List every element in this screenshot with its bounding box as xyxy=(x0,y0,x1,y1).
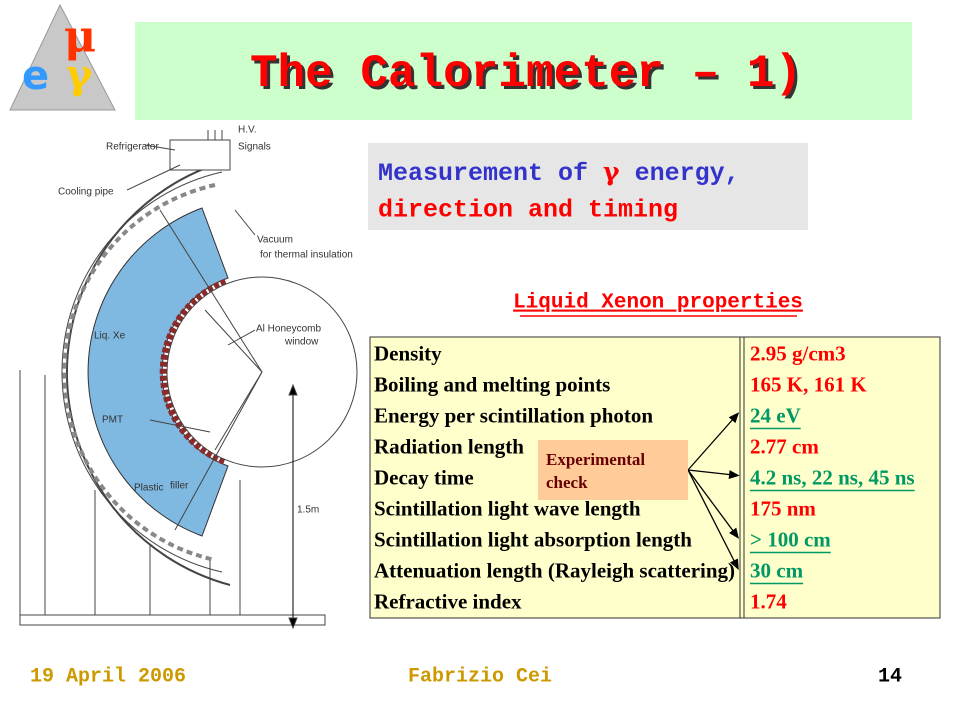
title: The Calorimeter – 1) xyxy=(250,48,802,100)
leader xyxy=(149,419,211,433)
value-cell: > 100 cm xyxy=(750,527,831,551)
footer-page: 14 xyxy=(878,665,902,688)
subtitle-line1: Measurement of γ energy, xyxy=(378,157,740,188)
label-filler: filler xyxy=(170,481,189,492)
leader xyxy=(234,209,256,236)
value-cell: 4.2 ns, 22 ns, 45 ns xyxy=(750,465,915,489)
label-thermal: for thermal insulation xyxy=(260,250,353,261)
callout-line2: check xyxy=(546,473,588,492)
property-cell: Density xyxy=(374,341,442,365)
value-cell: 2.77 cm xyxy=(750,434,819,458)
value-cell: 30 cm xyxy=(750,558,804,582)
guide xyxy=(159,209,263,373)
logo-gamma: γ xyxy=(66,51,93,98)
property-cell: Scintillation light absorption length xyxy=(374,527,692,551)
arrow-line xyxy=(687,469,739,569)
label-refrigerator: Refrigerator xyxy=(106,142,159,153)
callout-box xyxy=(538,440,688,500)
property-cell: Scintillation light wave length xyxy=(374,496,641,520)
pmt-layer xyxy=(159,278,228,466)
title-box xyxy=(135,22,912,120)
insulation xyxy=(62,183,216,562)
arrow-head xyxy=(729,527,739,539)
cryostat-inner xyxy=(61,171,223,573)
label-honeycomb: Al Honeycomb xyxy=(256,324,321,335)
table-title: Liquid Xenon properties xyxy=(513,292,803,315)
arrow-line xyxy=(687,469,739,538)
logo: μ e γ xyxy=(9,3,116,111)
logo-mu: μ xyxy=(64,12,96,63)
guide xyxy=(174,371,263,531)
arrow-head xyxy=(729,558,739,570)
property-cell: Energy per scintillation photon xyxy=(374,403,653,427)
arrow-head xyxy=(728,470,740,479)
value-cell: 24 eV xyxy=(750,403,801,427)
label-plastic: Plastic xyxy=(134,483,163,494)
arrow-line xyxy=(687,413,739,471)
footer-author: Fabrizio Cei xyxy=(408,665,552,688)
arrow-head xyxy=(728,412,740,424)
property-cell: Refractive index xyxy=(374,589,522,613)
logo-triangle xyxy=(9,3,116,111)
leader xyxy=(227,329,256,346)
label-cooling-pipe: Cooling pipe xyxy=(58,187,114,198)
property-cell: Attenuation length (Rayleigh scattering) xyxy=(374,558,735,582)
subtitle-part: Measurement of xyxy=(378,159,603,188)
footer-date: 19 April 2006 xyxy=(30,665,186,688)
label-window: window xyxy=(284,337,319,348)
subtitle-part: energy, xyxy=(620,159,740,188)
value-cell: 175 nm xyxy=(750,496,816,520)
title-shadow: The Calorimeter – 1) xyxy=(253,51,805,103)
subtitle-line2: direction and timing xyxy=(378,196,678,225)
label-vacuum: Vacuum xyxy=(257,235,293,246)
dimension-arrow xyxy=(288,617,298,630)
leader xyxy=(144,144,176,151)
label-hv: H.V. xyxy=(238,125,257,136)
subtitle-box xyxy=(368,143,808,230)
calorimeter-diagram xyxy=(19,130,358,630)
value-cell: 2.95 g/cm3 xyxy=(750,341,846,365)
value-cell: 1.74 xyxy=(750,589,787,613)
leader xyxy=(126,164,181,191)
property-cell: Decay time xyxy=(374,465,474,489)
value-cell: 165 K, 161 K xyxy=(750,372,867,396)
label-signals: Signals xyxy=(238,142,271,153)
label-liq-xe: Liq. Xe xyxy=(94,331,126,342)
dimension-arrow xyxy=(288,383,298,396)
label-size: 1.5m xyxy=(297,505,319,516)
label-pmt: PMT xyxy=(102,415,123,426)
callout-line1: Experimental xyxy=(546,450,645,469)
logo-e: e xyxy=(22,53,49,99)
property-cell: Boiling and melting points xyxy=(374,372,610,396)
subtitle-gamma: γ xyxy=(603,157,620,186)
cryostat-outer xyxy=(66,159,231,586)
property-cell: Radiation length xyxy=(374,434,524,458)
base xyxy=(19,614,326,626)
